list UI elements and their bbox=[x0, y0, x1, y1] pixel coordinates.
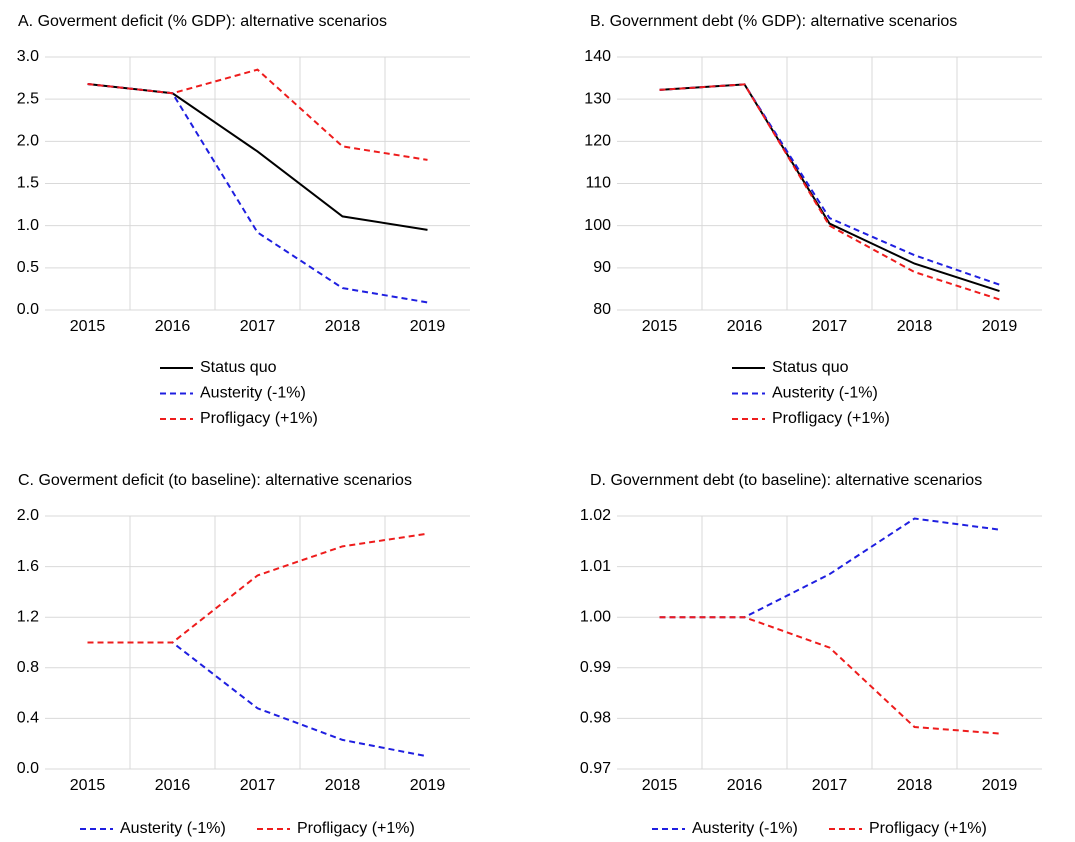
x-tick-label: 2018 bbox=[325, 777, 361, 794]
y-tick-label: 1.2 bbox=[17, 608, 39, 625]
x-tick-label: 2015 bbox=[642, 777, 678, 794]
y-tick-label: 120 bbox=[584, 133, 611, 150]
legend-label: Austerity (-1%) bbox=[120, 820, 226, 837]
series-line bbox=[659, 616, 1000, 735]
y-tick-label: 80 bbox=[593, 301, 611, 318]
y-tick-label: 2.0 bbox=[17, 133, 39, 150]
x-tick-label: 2019 bbox=[410, 777, 446, 794]
x-tick-label: 2016 bbox=[155, 777, 191, 794]
y-tick-label: 1.00 bbox=[580, 608, 611, 625]
series-line bbox=[87, 532, 428, 644]
legend-label: Status quo bbox=[200, 359, 277, 376]
x-tick-label: 2017 bbox=[812, 318, 848, 335]
y-tick-label: 100 bbox=[584, 217, 611, 234]
legend-label: Profligacy (+1%) bbox=[772, 410, 890, 427]
x-tick-label: 2017 bbox=[812, 777, 848, 794]
legend-label: Profligacy (+1%) bbox=[200, 410, 318, 427]
y-tick-label: 1.0 bbox=[17, 217, 39, 234]
y-tick-label: 1.01 bbox=[580, 558, 611, 575]
legend-label: Austerity (-1%) bbox=[692, 820, 798, 837]
y-tick-label: 110 bbox=[585, 175, 611, 192]
series-line bbox=[659, 83, 1000, 292]
x-tick-label: 2015 bbox=[70, 318, 106, 335]
legend-label: Status quo bbox=[772, 359, 849, 376]
x-tick-label: 2016 bbox=[155, 318, 191, 335]
y-tick-label: 0.8 bbox=[17, 659, 39, 676]
legend-label: Austerity (-1%) bbox=[772, 385, 878, 402]
y-tick-label: 0.4 bbox=[17, 710, 39, 727]
legend-label: Profligacy (+1%) bbox=[869, 820, 987, 837]
y-tick-label: 0.99 bbox=[580, 659, 611, 676]
y-tick-label: 140 bbox=[584, 48, 611, 65]
x-tick-label: 2016 bbox=[727, 777, 763, 794]
x-tick-label: 2019 bbox=[410, 318, 446, 335]
x-tick-label: 2018 bbox=[897, 777, 933, 794]
x-tick-label: 2015 bbox=[70, 777, 106, 794]
y-tick-label: 130 bbox=[584, 90, 611, 107]
x-tick-label: 2019 bbox=[982, 777, 1018, 794]
series-line bbox=[87, 68, 428, 161]
y-tick-label: 3.0 bbox=[17, 48, 39, 65]
chart-title: B. Government debt (% GDP): alternative … bbox=[590, 13, 957, 30]
y-tick-label: 1.5 bbox=[17, 175, 39, 192]
series-line bbox=[87, 641, 428, 758]
y-tick-label: 1.02 bbox=[580, 507, 611, 524]
series-line bbox=[659, 83, 1000, 286]
series-line bbox=[87, 82, 428, 231]
y-tick-label: 2.5 bbox=[17, 90, 39, 107]
chart-title: A. Goverment deficit (% GDP): alternativ… bbox=[18, 13, 387, 30]
legend-label: Profligacy (+1%) bbox=[297, 820, 415, 837]
series-line bbox=[659, 517, 1000, 619]
x-tick-label: 2019 bbox=[982, 318, 1018, 335]
y-tick-label: 2.0 bbox=[17, 507, 39, 524]
y-tick-label: 0.5 bbox=[17, 259, 39, 276]
x-tick-label: 2017 bbox=[240, 318, 276, 335]
series-line bbox=[87, 82, 428, 304]
y-tick-label: 1.6 bbox=[17, 558, 39, 575]
x-tick-label: 2017 bbox=[240, 777, 276, 794]
y-tick-label: 90 bbox=[593, 259, 611, 276]
y-tick-label: 0.0 bbox=[17, 301, 39, 318]
series-line bbox=[659, 83, 1000, 301]
x-tick-label: 2018 bbox=[897, 318, 933, 335]
chart-title: D. Government debt (to baseline): altern… bbox=[590, 472, 982, 489]
x-tick-label: 2015 bbox=[642, 318, 678, 335]
x-tick-label: 2016 bbox=[727, 318, 763, 335]
chart-title: C. Goverment deficit (to baseline): alte… bbox=[18, 472, 412, 489]
y-tick-label: 0.98 bbox=[580, 710, 611, 727]
y-tick-label: 0.97 bbox=[580, 760, 611, 777]
legend-label: Austerity (-1%) bbox=[200, 385, 306, 402]
y-tick-label: 0.0 bbox=[17, 760, 39, 777]
x-tick-label: 2018 bbox=[325, 318, 361, 335]
